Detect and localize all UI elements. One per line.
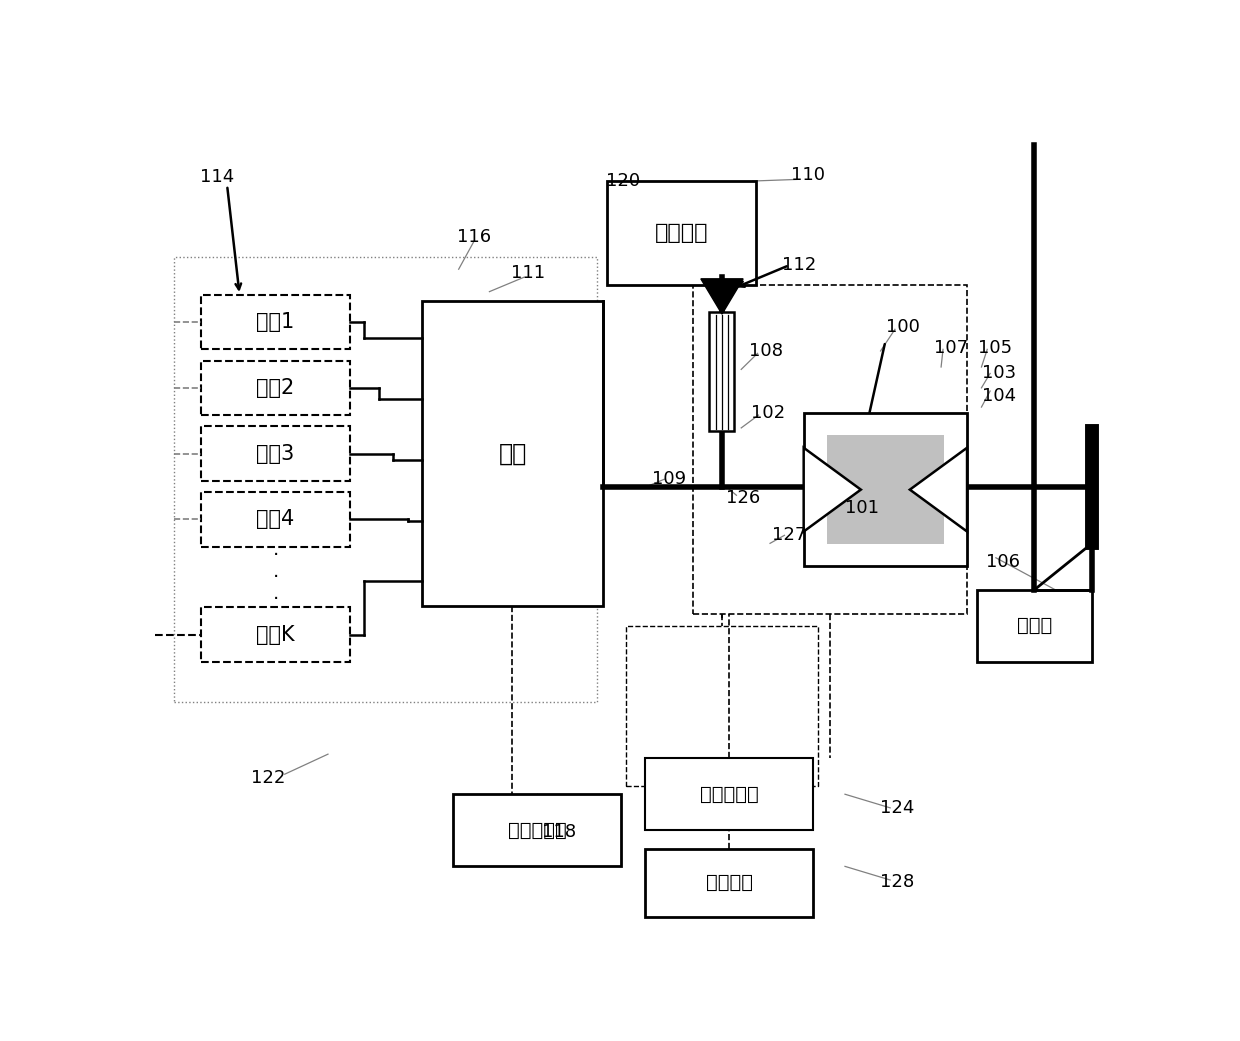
Text: 116: 116 [458, 228, 491, 246]
Text: 110: 110 [791, 166, 826, 183]
FancyBboxPatch shape [453, 794, 621, 866]
FancyBboxPatch shape [977, 590, 1092, 662]
Text: 126: 126 [725, 488, 760, 507]
Text: 试前K: 试前K [257, 625, 295, 644]
Text: 废弃物: 废弃物 [1017, 616, 1052, 635]
Polygon shape [804, 448, 861, 532]
FancyBboxPatch shape [201, 608, 350, 662]
FancyBboxPatch shape [645, 848, 813, 917]
Text: 104: 104 [982, 387, 1016, 405]
Text: 122: 122 [252, 769, 285, 787]
Text: 试前3: 试前3 [257, 443, 295, 463]
Text: 105: 105 [978, 338, 1012, 357]
Text: 112: 112 [781, 256, 816, 274]
Text: 114: 114 [201, 168, 234, 186]
FancyBboxPatch shape [201, 492, 350, 547]
Text: 118: 118 [542, 822, 575, 841]
Text: 103: 103 [982, 364, 1016, 382]
Text: 100: 100 [885, 318, 920, 336]
Text: 阵列控制器: 阵列控制器 [699, 785, 759, 804]
Text: 试前4: 试前4 [257, 509, 295, 529]
Text: 101: 101 [846, 499, 879, 517]
Text: 128: 128 [879, 873, 914, 891]
Text: 127: 127 [773, 527, 806, 544]
Text: 111: 111 [511, 264, 544, 282]
FancyBboxPatch shape [827, 435, 944, 544]
Text: ·
·
·: · · · [273, 545, 279, 609]
Text: 108: 108 [749, 341, 784, 360]
Text: 107: 107 [934, 338, 967, 357]
FancyBboxPatch shape [804, 413, 967, 566]
Text: 106: 106 [986, 553, 1019, 570]
Text: 124: 124 [879, 798, 914, 817]
Polygon shape [910, 448, 967, 532]
FancyBboxPatch shape [422, 301, 603, 606]
FancyBboxPatch shape [201, 295, 350, 350]
Text: 阀块: 阀块 [498, 441, 527, 465]
Text: 102: 102 [751, 405, 785, 423]
Text: 用户界面: 用户界面 [706, 873, 753, 892]
FancyBboxPatch shape [709, 312, 734, 431]
Text: 109: 109 [652, 471, 686, 488]
Text: 试前1: 试前1 [257, 312, 295, 332]
FancyBboxPatch shape [606, 181, 755, 285]
FancyBboxPatch shape [201, 360, 350, 415]
FancyBboxPatch shape [645, 758, 813, 831]
Polygon shape [701, 279, 743, 314]
Text: 洗涤溶液: 洗涤溶液 [655, 223, 708, 244]
Text: 120: 120 [606, 172, 640, 191]
Text: 试前2: 试前2 [257, 378, 295, 398]
Text: 射流控制器: 射流控制器 [507, 820, 567, 840]
FancyBboxPatch shape [201, 427, 350, 481]
